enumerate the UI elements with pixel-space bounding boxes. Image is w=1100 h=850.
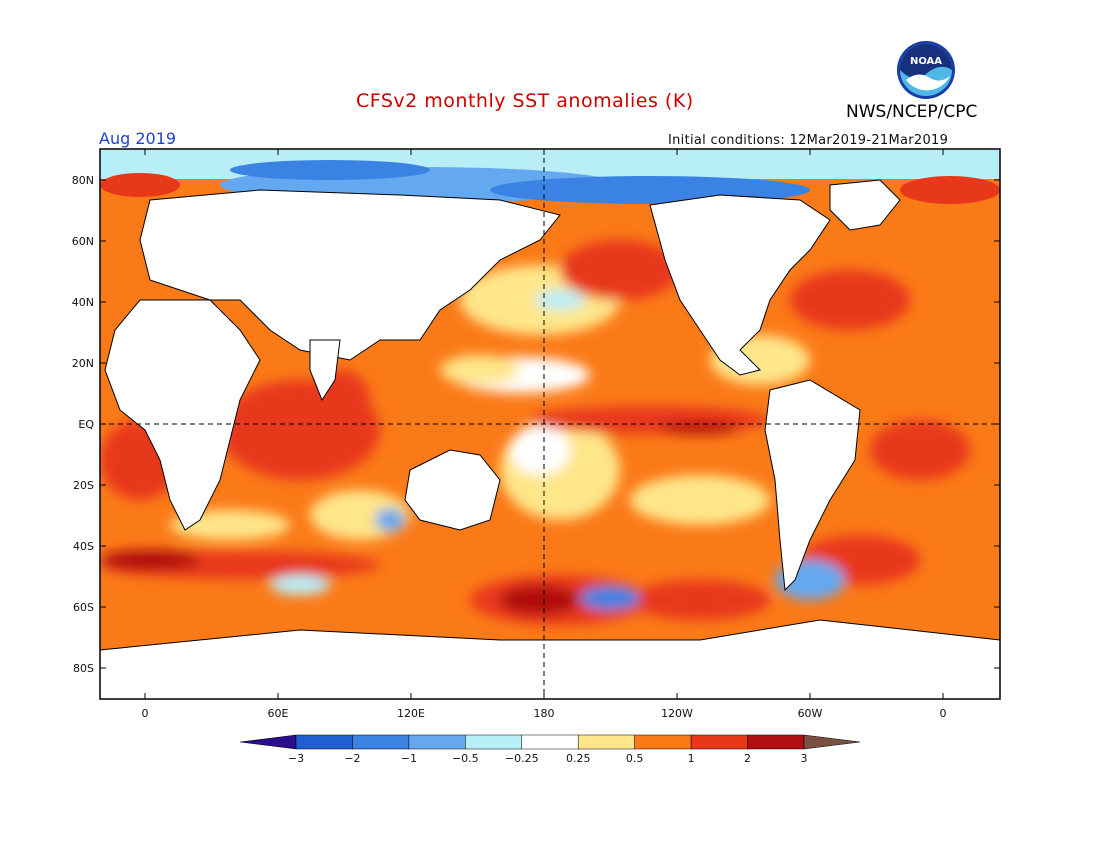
colorbar-segment bbox=[521, 734, 579, 750]
colorbar-label: −3 bbox=[287, 752, 305, 765]
colorbar-segment bbox=[465, 734, 523, 750]
lon-label-120e: 120E bbox=[397, 707, 425, 720]
lat-label-20s: 20S bbox=[73, 479, 94, 492]
lon-label-0: 0 bbox=[141, 707, 149, 720]
lat-label-60s: 60S bbox=[73, 601, 94, 614]
lat-label-60n: 60N bbox=[71, 235, 94, 248]
colorbar-segment bbox=[352, 734, 410, 750]
colorbar-segment bbox=[408, 734, 466, 750]
colorbar-segment bbox=[295, 734, 353, 750]
noaa-logo-icon: NOAA bbox=[897, 41, 955, 99]
colorbar-high-triangle bbox=[803, 734, 861, 750]
colorbar-label: 2 bbox=[744, 752, 752, 765]
colorbar-label: 1 bbox=[687, 752, 695, 765]
colorbar-segment bbox=[577, 734, 635, 750]
colorbar-label: −0.25 bbox=[504, 752, 539, 765]
lat-label-20n: 20N bbox=[71, 357, 94, 370]
month-label: Aug 2019 bbox=[99, 129, 177, 148]
colorbar-label: −2 bbox=[344, 752, 361, 765]
lon-label-60e: 60E bbox=[267, 707, 289, 720]
map-title: CFSv2 monthly SST anomalies (K) bbox=[356, 90, 694, 112]
colorbar-label: −0.5 bbox=[451, 752, 479, 765]
lat-label-80n: 80N bbox=[71, 174, 94, 187]
colorbar-low-triangle bbox=[239, 734, 297, 750]
lat-label-40s: 40S bbox=[73, 540, 94, 553]
colorbar-label: 0.5 bbox=[625, 752, 644, 765]
colorbar-segment bbox=[634, 734, 692, 750]
colorbar-label: 0.25 bbox=[565, 752, 591, 765]
lon-label-0-east: 0 bbox=[939, 707, 947, 720]
lat-label-80s: 80S bbox=[73, 662, 94, 675]
colorbar-segment bbox=[747, 734, 805, 750]
initial-conditions-label: Initial conditions: 12Mar2019-21Mar2019 bbox=[668, 133, 949, 148]
svg-text:NOAA: NOAA bbox=[910, 56, 942, 67]
colorbar-segment bbox=[690, 734, 748, 750]
org-label: NWS/NCEP/CPC bbox=[846, 102, 978, 122]
colorbar-label: −1 bbox=[400, 752, 417, 765]
colorbar-label: 3 bbox=[800, 752, 808, 765]
lat-label-40n: 40N bbox=[71, 296, 94, 309]
lon-label-180: 180 bbox=[533, 707, 555, 720]
lon-label-60w: 60W bbox=[797, 707, 823, 720]
lat-label-eq: EQ bbox=[78, 418, 94, 431]
lon-label-120w: 120W bbox=[661, 707, 693, 720]
